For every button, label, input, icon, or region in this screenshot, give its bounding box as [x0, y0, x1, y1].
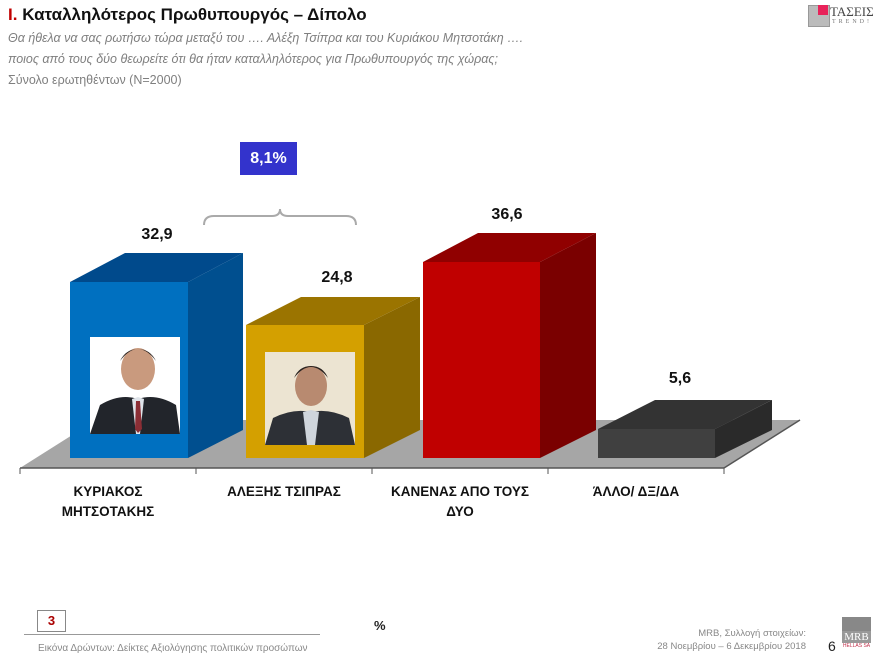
collection-line-1: MRB, Συλλογή στοιχείων: — [698, 628, 806, 639]
footer-divider — [24, 634, 320, 635]
collection-line-2: 28 Νοεμβρίου – 6 Δεκεμβρίου 2018 — [657, 641, 806, 652]
value-label-mitsotakis: 32,9 — [141, 226, 173, 243]
photo-mitsotakis — [90, 337, 180, 434]
page-title: I. Καταλληλότερος Πρωθυπουργός – Δίπολο — [8, 5, 367, 24]
difference-brace — [203, 208, 357, 226]
value-label-kanenas: 36,6 — [491, 206, 523, 223]
sample-base: Σύνολο ερωτηθέντων (N=2000) — [8, 73, 182, 87]
title-text: Καταλληλότερος Πρωθυπουργός – Δίπολο — [22, 5, 367, 24]
value-label-allo: 5,6 — [668, 370, 692, 387]
question-line-2: ποιος από τους δύο θεωρείτε ότι θα ήταν … — [8, 52, 498, 66]
bar-allo — [598, 400, 772, 458]
bar-kanenas — [423, 233, 596, 458]
category-label-mitsotakis: ΚΥΡΙΑΚΟΣ ΜΗΤΣΟΤΑΚΗΣ — [61, 484, 155, 519]
category-label-allo: ΆΛΛΟ/ ΔΞ/ΔΑ — [592, 484, 680, 499]
page-number: 6 — [828, 638, 836, 654]
question-line-1: Θα ήθελα να σας ρωτήσω τώρα μεταξύ του …… — [8, 31, 524, 45]
taseis-logo: ΤΑΣΕΙΣ TREND! — [808, 4, 874, 31]
footer-series: Εικόνα Δρώντων: Δείκτες Αξιολόγησης πολι… — [38, 643, 308, 654]
section-number: 3 — [37, 610, 66, 632]
category-label-kanenas: ΚΑΝΕΝΑΣ ΑΠΟ ΤΟΥΣ ΔΥΟ — [390, 484, 530, 519]
mrb-logo: MRB HELLAS SA — [842, 617, 871, 657]
unit-label: % — [374, 618, 386, 633]
category-label-tsipras: ΑΛΕΞΗΣ ΤΣΙΠΡΑΣ — [227, 484, 341, 499]
logo-accent-icon — [818, 5, 828, 15]
value-label-tsipras: 24,8 — [321, 269, 353, 286]
photo-tsipras — [265, 352, 355, 445]
difference-badge: 8,1% — [240, 142, 297, 175]
mrb-logo-bar-icon — [842, 617, 871, 631]
